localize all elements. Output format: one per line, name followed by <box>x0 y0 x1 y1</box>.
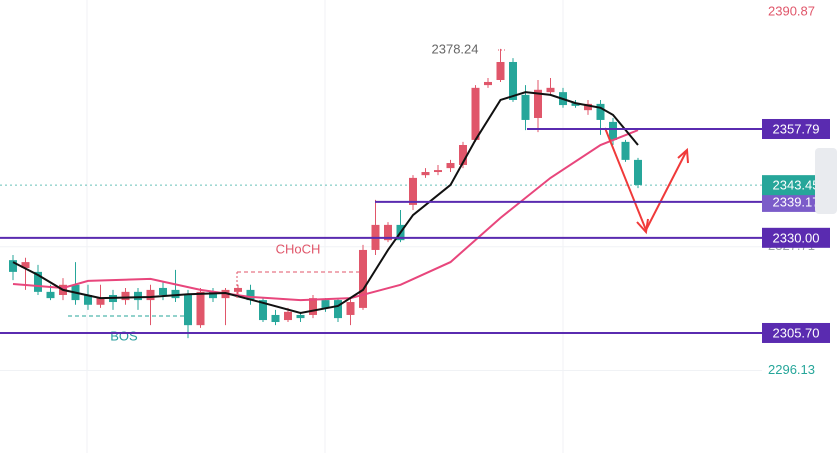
candle-body <box>471 87 480 140</box>
moving-average <box>12 91 639 315</box>
candle-body <box>46 291 55 299</box>
candle-body <box>459 145 467 165</box>
candle-body <box>21 262 30 268</box>
moving-average <box>12 129 639 302</box>
candle-body <box>621 141 630 160</box>
level-label-box <box>762 118 830 139</box>
candle-body <box>534 89 542 118</box>
candle-body <box>571 103 580 106</box>
candle-body <box>96 298 105 305</box>
candle-body <box>496 61 505 81</box>
y-tick-label: 2390.87 <box>768 3 815 18</box>
level-label: 2339.17 <box>773 194 820 209</box>
y-tick-label: 2296.13 <box>768 362 815 377</box>
candle-body <box>9 260 17 272</box>
choch-label: CHoCH <box>276 241 321 256</box>
candle-body <box>421 172 430 176</box>
high-label: 2378.24 <box>432 41 479 56</box>
level-label-box <box>762 191 830 212</box>
candle-body <box>259 300 267 321</box>
candle-body <box>434 170 442 173</box>
candle-body <box>34 271 42 292</box>
candle-body <box>446 163 455 169</box>
current-price-box <box>762 175 830 196</box>
candle-body <box>321 300 330 308</box>
bos-label: BOS <box>110 328 138 343</box>
candle-body <box>309 298 317 315</box>
candle-body <box>521 94 530 120</box>
candle-body <box>334 300 342 319</box>
level-label: 2357.79 <box>773 121 820 136</box>
candle-body <box>346 302 355 315</box>
current-price-label: 2343.45 <box>773 178 820 193</box>
candle-body <box>284 311 292 321</box>
level-label-box <box>762 227 830 248</box>
candle-body <box>134 291 142 301</box>
candle-body <box>246 289 255 301</box>
candle-body <box>409 177 417 205</box>
candle-body <box>271 314 280 323</box>
candle-body <box>84 294 92 305</box>
candle-body <box>609 121 617 140</box>
candle-body <box>121 291 130 301</box>
candle-body <box>359 249 367 308</box>
level-label: 2330.00 <box>773 230 820 245</box>
scroll-handle[interactable] <box>815 148 837 214</box>
level-label: 2305.70 <box>773 325 820 340</box>
candle-body <box>509 61 517 100</box>
candle-body <box>546 87 555 93</box>
candle-body <box>484 81 492 86</box>
level-label-box <box>762 322 830 343</box>
candle-body <box>184 294 192 326</box>
vertical-grid <box>86 0 564 453</box>
candle-body <box>159 287 167 295</box>
candle-body <box>634 159 642 185</box>
candle-body <box>584 103 592 111</box>
candle-body <box>596 103 605 120</box>
candle-body <box>209 291 217 299</box>
candle-body <box>196 291 205 326</box>
candle-body <box>171 289 180 299</box>
forecast-arrow <box>604 127 689 235</box>
candle-body <box>384 224 392 241</box>
candle-body <box>146 289 155 301</box>
candle-body <box>234 287 242 292</box>
candle-body <box>296 314 305 319</box>
